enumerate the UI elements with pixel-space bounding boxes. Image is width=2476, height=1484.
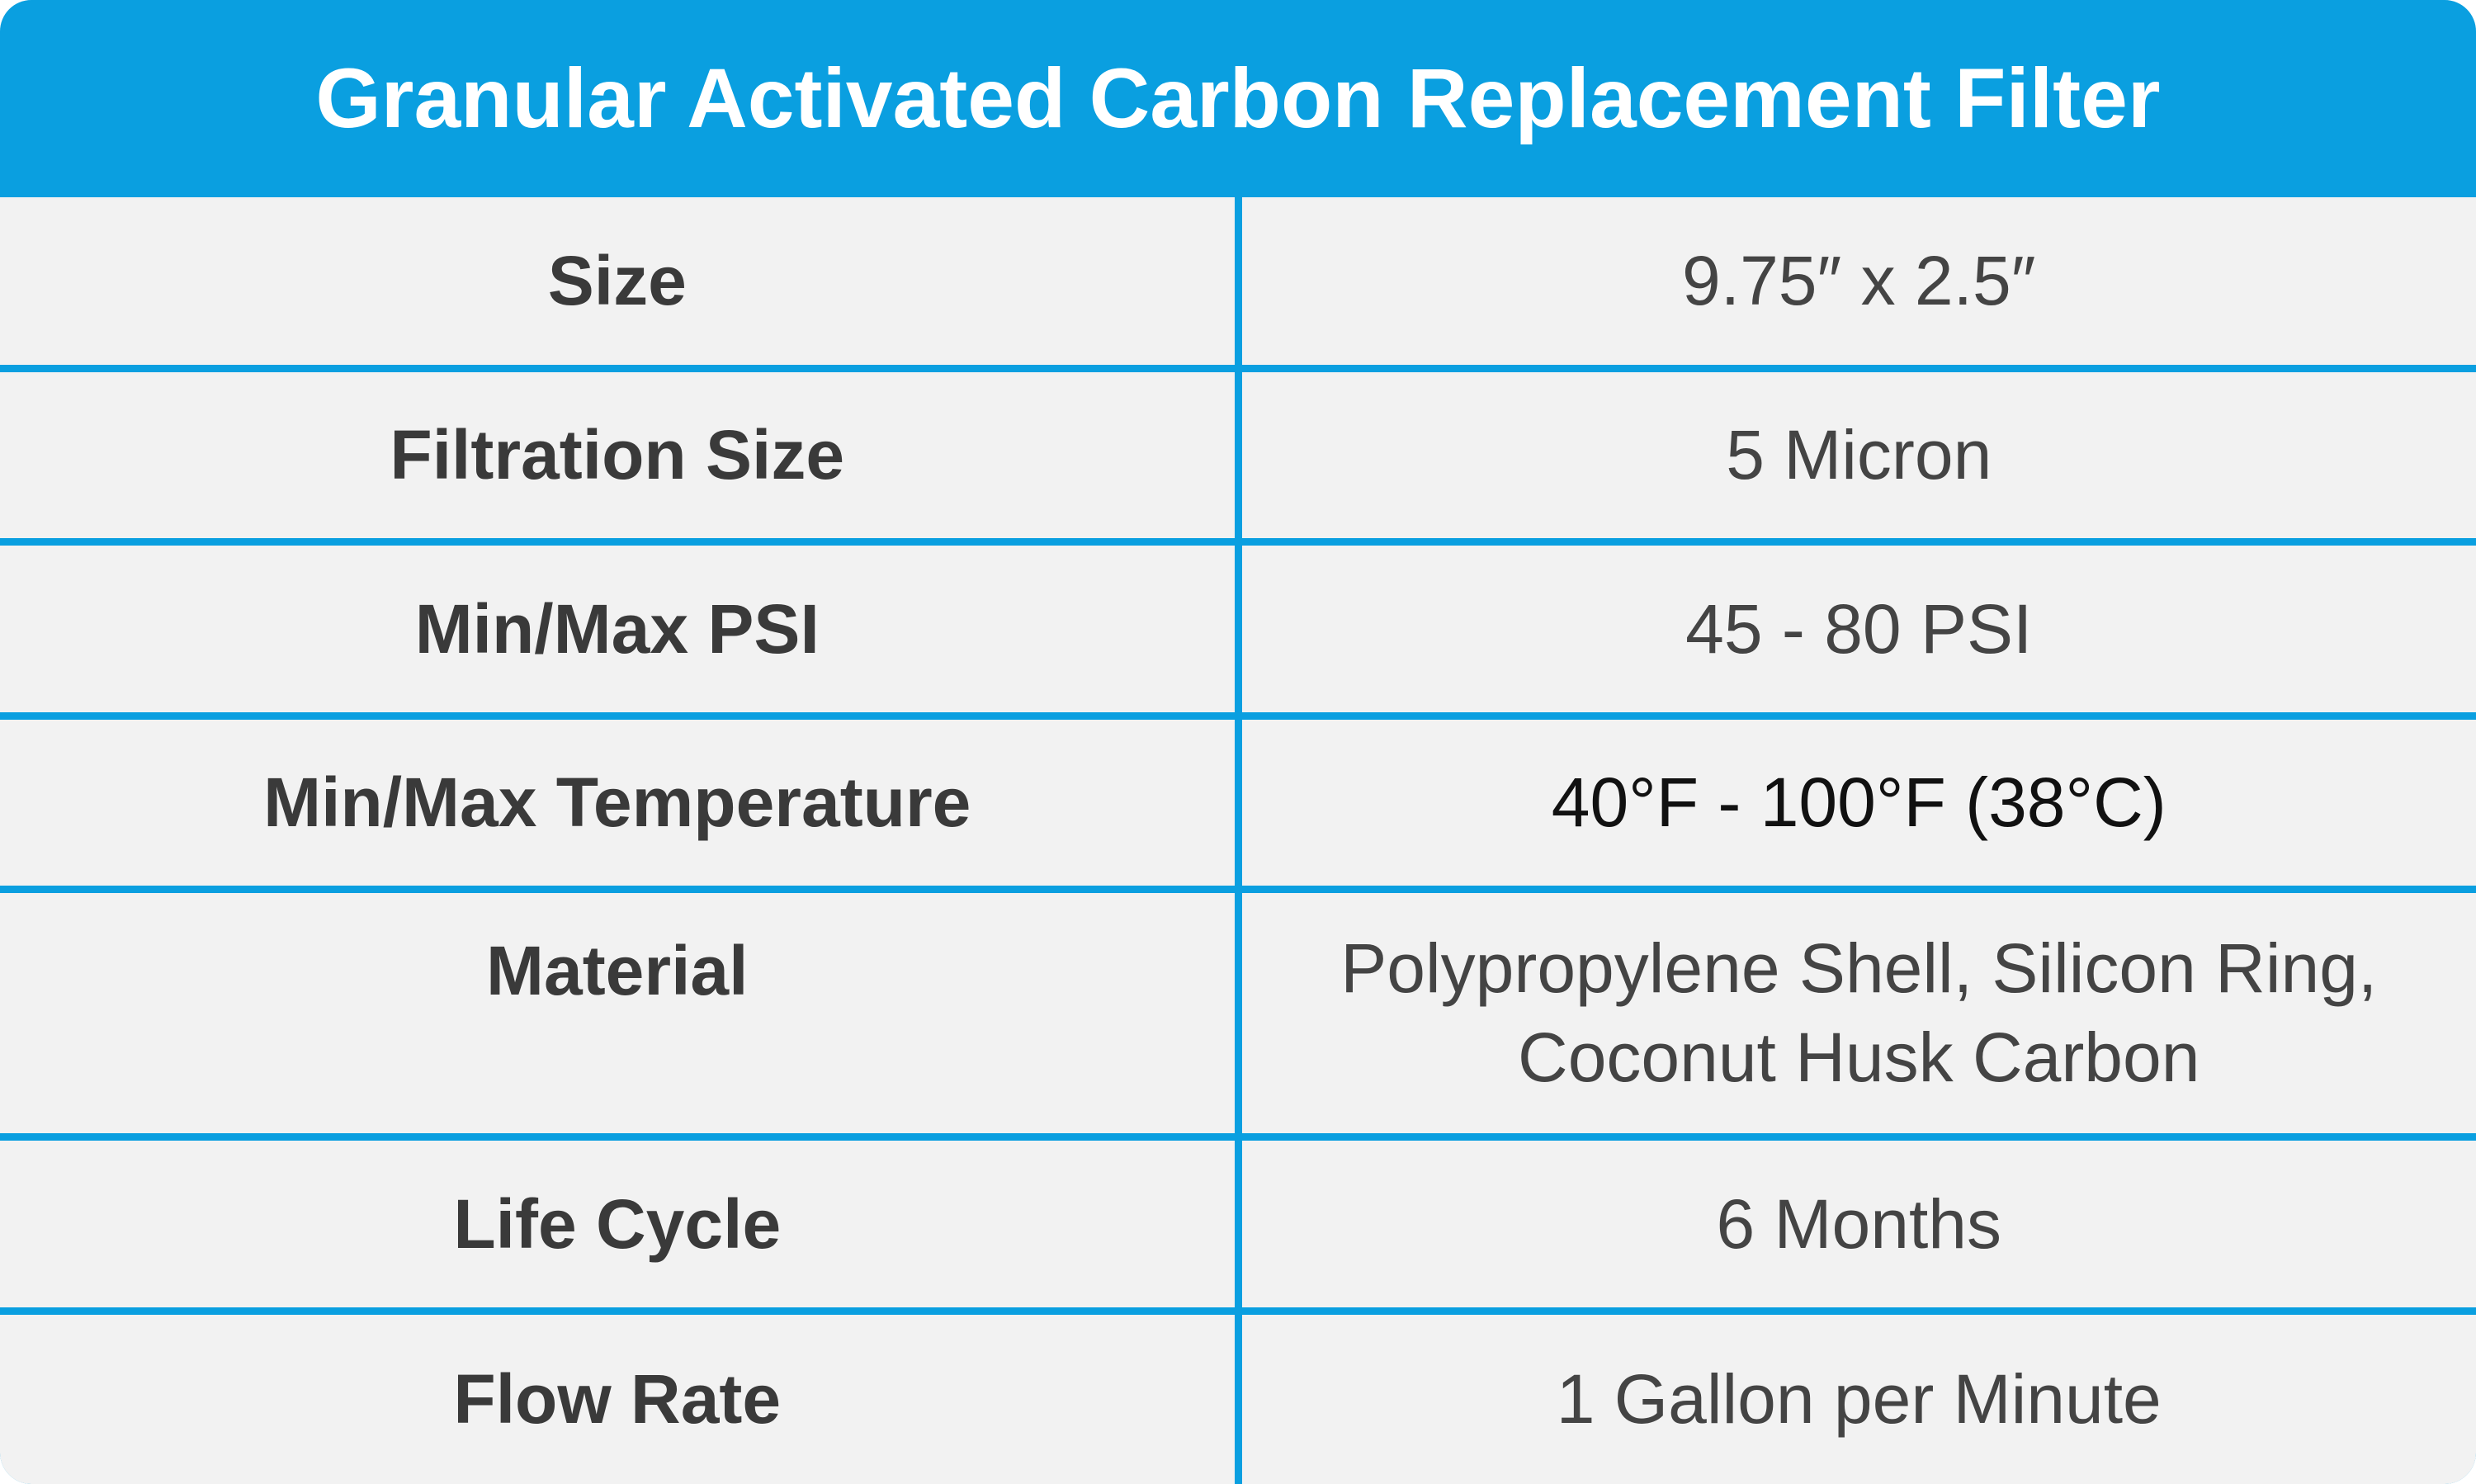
- row-label: Life Cycle: [0, 1140, 1235, 1307]
- cell-text: Flow Rate: [453, 1360, 782, 1439]
- cell-text: Filtration Size: [390, 416, 845, 494]
- cell-text: Min/Max Temperature: [263, 763, 971, 841]
- row-label: Material: [0, 892, 1235, 1133]
- cell-text: 9.75″ x 2.5″: [1682, 242, 2036, 320]
- row-value: 9.75″ x 2.5″: [1241, 197, 2476, 365]
- cell-text: 1 Gallon per Minute: [1556, 1360, 2162, 1439]
- cell-text: 45 - 80 PSI: [1685, 589, 2033, 668]
- row-label: Size: [0, 197, 1235, 365]
- row-label: Filtration Size: [0, 371, 1235, 538]
- cell-text: Size: [547, 242, 687, 320]
- cell-text: 6 Months: [1716, 1184, 2001, 1263]
- row-value: 6 Months: [1241, 1140, 2476, 1307]
- cell-text: 40°F - 100°F (38°C): [1551, 763, 2166, 841]
- cell-text: Min/Max PSI: [414, 589, 820, 668]
- row-value: Polypropylene Shell, Silicon Ring, Cocon…: [1241, 892, 2476, 1133]
- row-label: Min/Max PSI: [0, 545, 1235, 712]
- row-value: 1 Gallon per Minute: [1241, 1314, 2476, 1484]
- cell-text: Polypropylene Shell, Silicon Ring, Cocon…: [1340, 929, 2378, 1096]
- cell-text: Material: [486, 931, 749, 1009]
- cell-text: Life Cycle: [453, 1184, 782, 1263]
- row-value: 45 - 80 PSI: [1241, 545, 2476, 712]
- row-value: 40°F - 100°F (38°C): [1241, 719, 2476, 886]
- cell-text: 5 Micron: [1726, 416, 1992, 494]
- row-label: Flow Rate: [0, 1314, 1235, 1484]
- title: Granular Activated Carbon Replacement Fi…: [315, 51, 2161, 145]
- row-label: Min/Max Temperature: [0, 719, 1235, 886]
- row-value: 5 Micron: [1241, 371, 2476, 538]
